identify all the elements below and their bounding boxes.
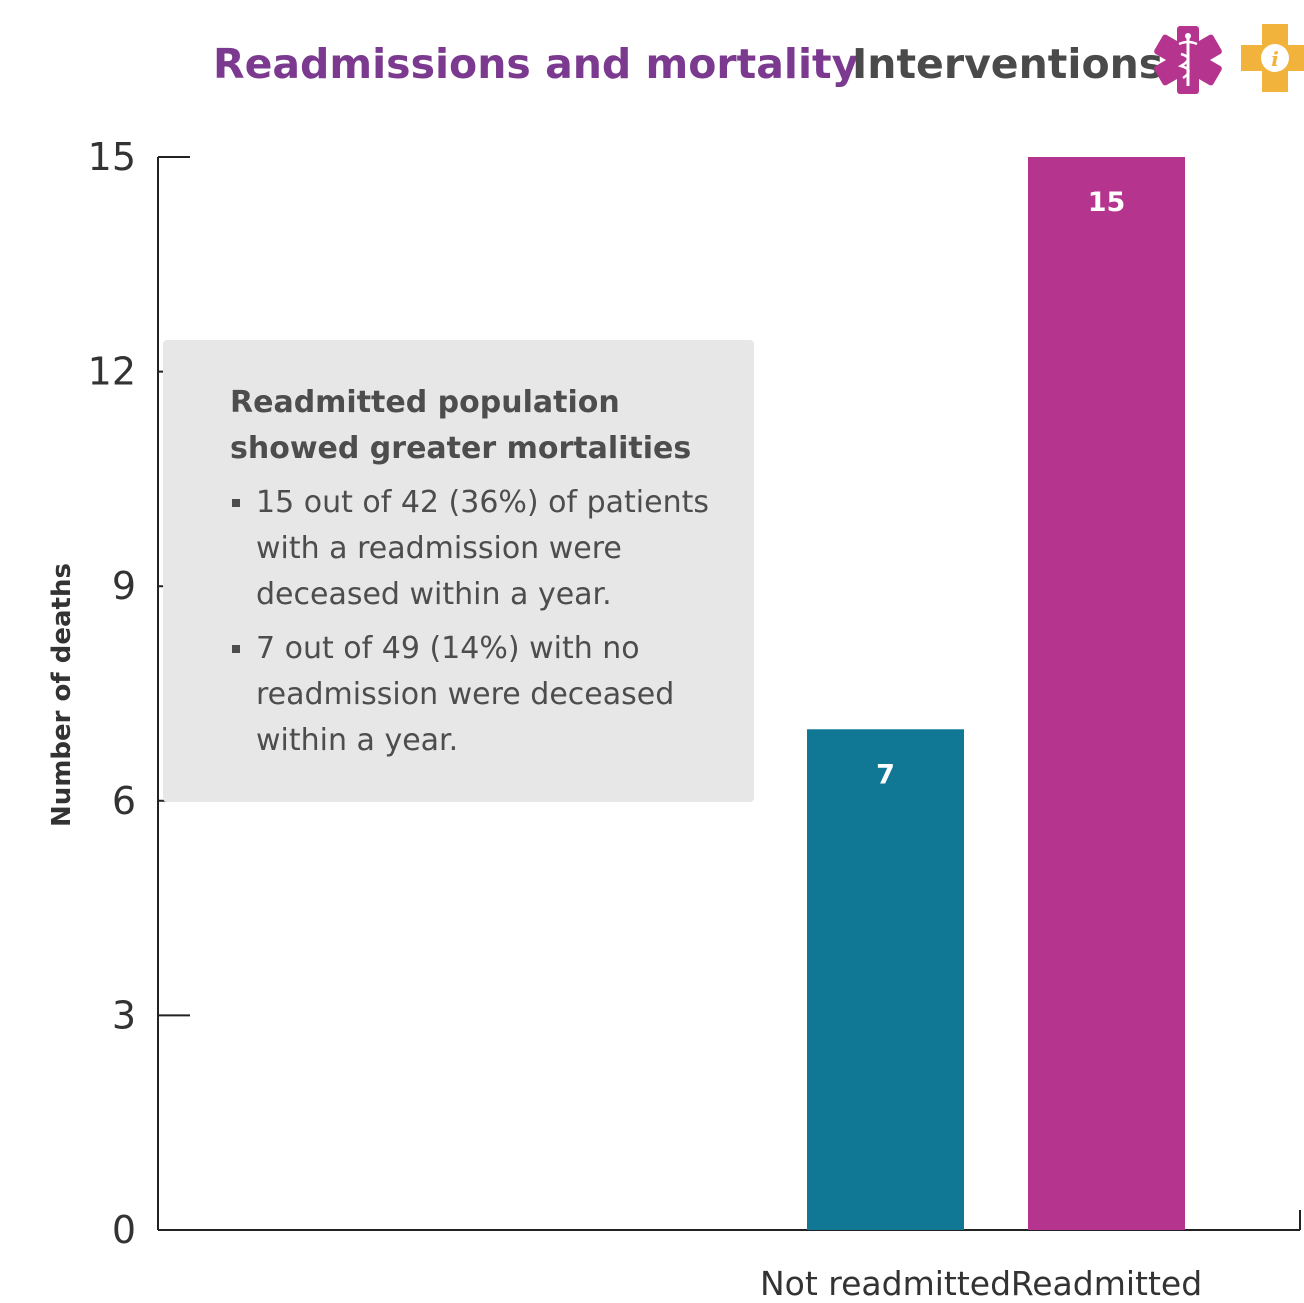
bullet-marker <box>232 499 240 507</box>
callout-bullet-text: 7 out of 49 (14%) with no readmission we… <box>256 631 675 758</box>
bar-value-label: 15 <box>1088 187 1126 218</box>
y-tick-label: 6 <box>112 779 136 823</box>
y-tick-label: 9 <box>112 564 136 608</box>
x-category-label: Readmitted <box>1011 1264 1202 1303</box>
chart-bars: 7 Not readmitted 15 Readmitted <box>760 157 1202 1303</box>
y-axis-label: Number of deaths <box>47 563 77 827</box>
callout-bullet: 15 out of 42 (36%) of patients with a re… <box>230 480 734 618</box>
x-category-label: Not readmitted <box>760 1264 1011 1303</box>
y-tick-label: 12 <box>88 350 136 394</box>
chart-title: Readmissions and mortality <box>213 40 858 88</box>
callout-bullet: 7 out of 49 (14%) with no readmission we… <box>230 626 734 764</box>
bar <box>1028 157 1185 1230</box>
bar-value-label: 7 <box>876 759 895 790</box>
callout-box: Readmitted population showed greater mor… <box>163 340 754 802</box>
callout-title: Readmitted population showed greater mor… <box>230 385 692 466</box>
y-tick-label: 3 <box>112 993 136 1037</box>
bar <box>807 729 964 1230</box>
y-tick-label: 0 <box>112 1208 136 1252</box>
medical-caduceus-icon <box>1154 26 1222 94</box>
interventions-label: Interventions: <box>852 40 1180 88</box>
y-tick-label: 15 <box>88 135 136 179</box>
callout-bullet-text: 15 out of 42 (36%) of patients with a re… <box>256 485 710 612</box>
info-cross-icon: i <box>1241 24 1304 92</box>
svg-text:i: i <box>1271 47 1279 71</box>
bullet-marker <box>232 645 240 653</box>
